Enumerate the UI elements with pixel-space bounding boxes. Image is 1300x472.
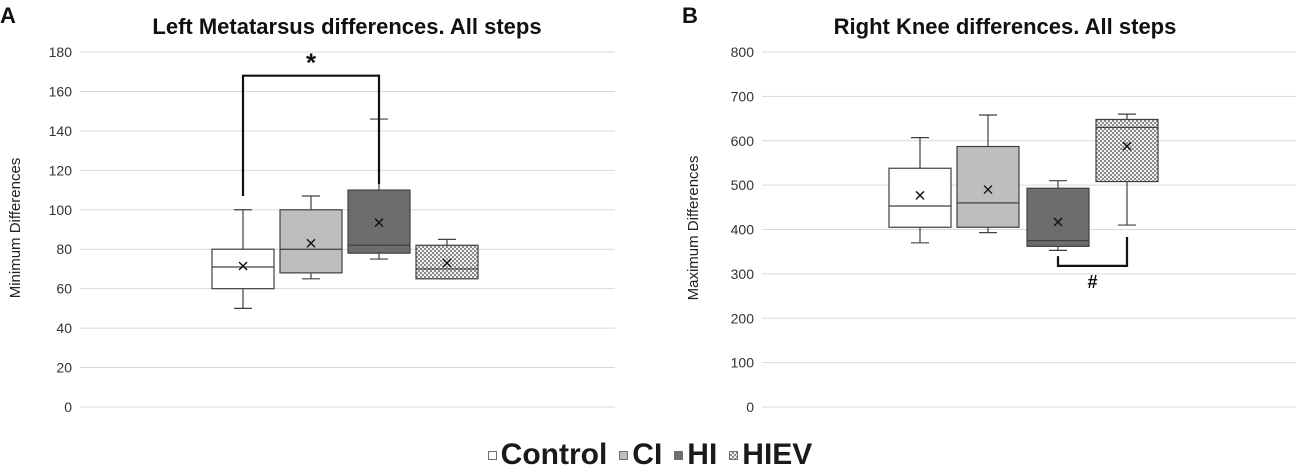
panel-a-ylabel: Minimum Differences: [7, 158, 24, 299]
legend-item-hi: HI: [674, 438, 717, 472]
panel-a-mean-marker-control: [238, 261, 248, 271]
panel-b-box-hiev: [1095, 113, 1159, 226]
panel-b-iqr-control: [888, 167, 952, 228]
panel-a-mean-marker-hi: [374, 218, 384, 228]
panel-b-ytick-label: 0: [746, 399, 754, 415]
legend-swatch-control: [487, 450, 497, 460]
legend-item-control: Control: [487, 438, 608, 472]
panel-b-mean-marker-hi: [1053, 217, 1063, 227]
panel-a-box-ci: [279, 195, 343, 280]
panel-b-label: B: [682, 3, 698, 28]
panel-b-mean-marker-control: [915, 190, 925, 200]
panel-b-box-ci: [956, 114, 1020, 234]
panel-b-significance-bracket: [1056, 237, 1129, 267]
panel-b-ytick-label: 600: [731, 133, 755, 149]
panel-a-significance-bracket: [241, 74, 381, 196]
panel-a-ytick-label: 80: [56, 241, 72, 257]
panel-a-title: Left Metatarsus differences. All steps: [152, 14, 541, 39]
legend-label-ci: CI: [632, 438, 663, 471]
panel-a-ytick-label: 160: [49, 83, 73, 99]
panel-a-label: A: [0, 3, 16, 28]
legend-swatch-ci: [619, 450, 629, 460]
panel-a-ytick-label: 100: [49, 202, 73, 218]
panel-a-mean-marker-hiev: [442, 258, 452, 268]
panel-b-ytick-label: 400: [731, 222, 755, 238]
legend-label-hi: HI: [687, 438, 718, 471]
legend-item-hiev: HIEV: [729, 438, 812, 472]
panel-a-ytick-label: 180: [49, 44, 73, 60]
legend-swatch-hiev: [729, 450, 739, 460]
panel-a-significance-mark: *: [306, 48, 317, 78]
panel-a-ytick-label: 0: [64, 399, 72, 415]
panel-a-iqr-ci: [279, 209, 343, 274]
legend-label-control: Control: [500, 438, 608, 471]
panel-b-mean-marker-hiev: [1122, 141, 1132, 151]
panel-b-mean-marker-ci: [983, 185, 993, 195]
panel-b-ytick-label: 700: [731, 88, 755, 104]
panel-b-ytick-label: 800: [731, 44, 755, 60]
panel-b-significance-mark: #: [1087, 272, 1097, 292]
panel-b-box-control: [888, 137, 952, 244]
panel-a-ytick-label: 60: [56, 281, 72, 297]
panel-b-iqr-hiev: [1095, 118, 1159, 183]
figure: A Left Metatarsus differences. All steps…: [0, 3, 1296, 415]
legend-item-ci: CI: [619, 438, 662, 472]
legend: Control CI HI HIEV: [0, 438, 1300, 472]
legend-label-hiev: HIEV: [742, 438, 813, 471]
panel-b-ytick-label: 200: [731, 310, 755, 326]
panel-a-ytick-label: 120: [49, 162, 73, 178]
panel-b-ytick-label: 100: [731, 355, 755, 371]
panel-a-box-hiev: [415, 238, 479, 280]
panel-a-mean-marker-ci: [306, 238, 316, 248]
panel-b-iqr-hi: [1026, 187, 1090, 247]
panel-a-chart: A Left Metatarsus differences. All steps…: [0, 3, 615, 415]
panel-a-ytick-label: 20: [56, 360, 72, 376]
panel-b-chart: B Right Knee differences. All steps Maxi…: [682, 3, 1296, 415]
panel-a-iqr-control: [211, 248, 275, 290]
panel-b-title: Right Knee differences. All steps: [834, 14, 1177, 39]
panel-b-ylabel: Maximum Differences: [685, 156, 702, 301]
panel-a-box-control: [211, 209, 275, 309]
legend-swatch-hi: [674, 450, 684, 460]
panel-b-iqr-ci: [956, 145, 1020, 228]
panel-b-ytick-label: 300: [731, 266, 755, 282]
panel-a-ytick-label: 40: [56, 320, 72, 336]
panel-a-ytick-label: 140: [49, 123, 73, 139]
panel-b-box-hi: [1026, 180, 1090, 251]
panel-b-ytick-label: 500: [731, 177, 755, 193]
